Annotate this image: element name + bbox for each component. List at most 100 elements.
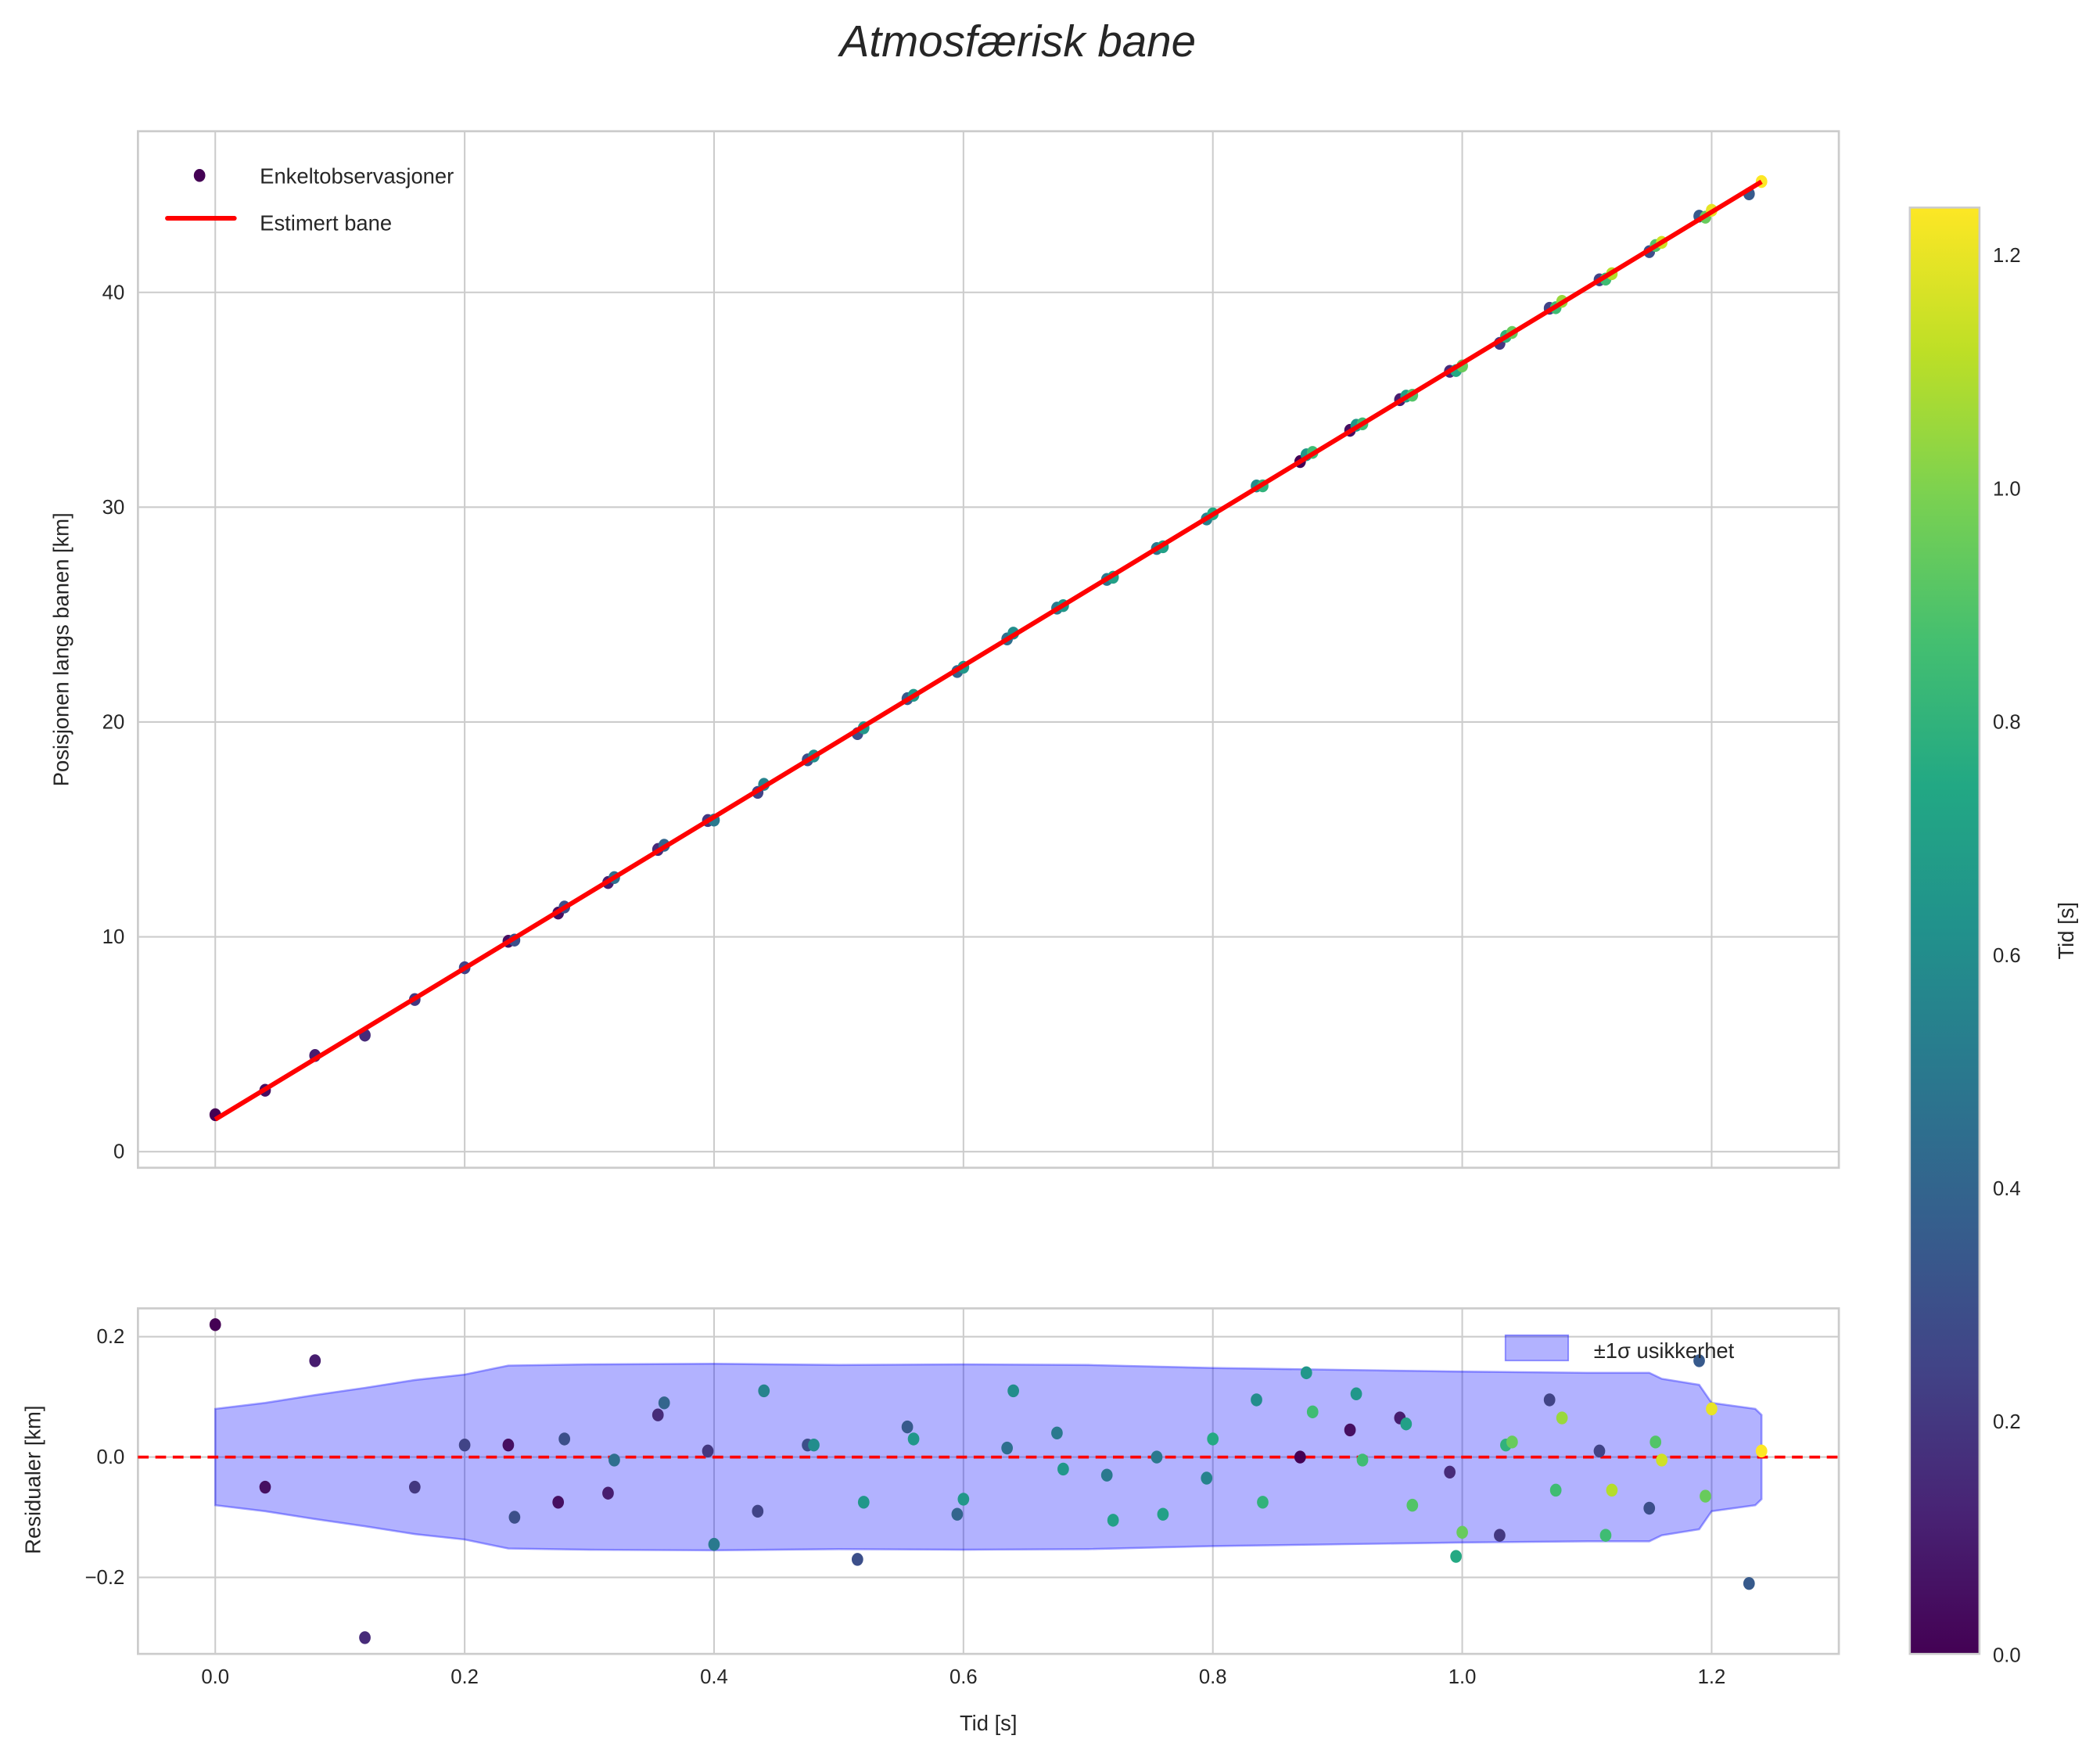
residual-point xyxy=(1649,1435,1662,1449)
residual-point xyxy=(1001,1441,1014,1455)
residual-point xyxy=(1151,1450,1163,1464)
y-tick-label: 20 xyxy=(102,712,125,734)
residual-point xyxy=(708,1537,720,1551)
residual-axes: 0.0 0.2 0.4 0.6 0.8 1.0 1.2 −0.2 0.0 0.2 ±1σ usikk… xyxy=(85,1307,1840,1688)
uncertainty-band xyxy=(214,1363,1763,1552)
colorbar-tick-label: 1.0 xyxy=(1993,478,2021,500)
y-tick-label: 0.0 xyxy=(97,1446,125,1468)
colorbar-tick-label: 0.2 xyxy=(1993,1411,2021,1433)
legend-band-label: ±1σ usikkerhet xyxy=(1594,1338,1735,1363)
residual-point xyxy=(1207,1432,1219,1446)
residual-point xyxy=(702,1444,714,1458)
residual-point xyxy=(558,1432,571,1446)
y-tick-label: 0.2 xyxy=(97,1326,125,1348)
residual-point xyxy=(1543,1393,1556,1407)
y-tick-label: 0 xyxy=(113,1141,124,1163)
residual-point xyxy=(1494,1529,1506,1542)
residual-xlabel: Tid [s] xyxy=(960,1711,1018,1735)
residual-point xyxy=(1556,1411,1568,1425)
axes-frame xyxy=(137,130,1840,1170)
residual-point xyxy=(1693,1354,1705,1367)
residual-point xyxy=(1306,1405,1319,1419)
y-tick-label: 40 xyxy=(102,282,125,304)
residual-point xyxy=(1456,1525,1468,1539)
residual-point xyxy=(1506,1435,1518,1449)
colorbar-tick-label: 0.6 xyxy=(1993,945,2021,967)
residual-point xyxy=(1643,1501,1656,1515)
legend-band-swatch xyxy=(1504,1334,1570,1362)
residual-point xyxy=(608,1453,620,1467)
residual-point xyxy=(1444,1465,1456,1479)
residual-point xyxy=(359,1631,371,1644)
residual-point xyxy=(552,1496,565,1509)
residual-point xyxy=(758,1384,770,1398)
colorbar: 0.0 0.2 0.4 0.6 0.8 1.0 1.2 xyxy=(1908,207,2021,1666)
colorbar-tick-label: 0.0 xyxy=(1993,1644,2021,1666)
residual-ylabel: Residualer [km] xyxy=(20,1406,45,1554)
y-tick-label: 30 xyxy=(102,497,125,519)
axes-frame xyxy=(137,1307,1840,1655)
residual-point xyxy=(1100,1468,1113,1482)
residual-point xyxy=(851,1553,863,1566)
residual-point xyxy=(1755,1444,1768,1458)
residual-point xyxy=(652,1408,664,1421)
colorbar-gradient xyxy=(1908,207,1981,1655)
colorbar-tick-label: 0.8 xyxy=(1993,712,2021,734)
residual-point xyxy=(1656,1453,1668,1467)
colorbar-tick-label: 0.4 xyxy=(1993,1178,2021,1200)
main-axes: 0 10 20 30 40 Enkeltobservasjoner Estimert ban… xyxy=(102,130,1840,1170)
residual-point xyxy=(901,1420,914,1434)
residual-point xyxy=(1007,1384,1019,1398)
legend-line-label: Estimert bane xyxy=(260,210,392,235)
residual-point xyxy=(951,1507,964,1521)
residual-point xyxy=(1700,1489,1711,1503)
residual-point xyxy=(1257,1496,1269,1509)
residual-point xyxy=(1593,1444,1606,1458)
residual-point xyxy=(458,1438,471,1452)
residual-point xyxy=(857,1496,870,1509)
residual-point xyxy=(1300,1366,1312,1380)
residual-point xyxy=(1344,1423,1356,1437)
y-tick-label: 10 xyxy=(102,926,125,948)
residual-point xyxy=(957,1493,970,1506)
residual-point xyxy=(209,1318,221,1331)
residual-point xyxy=(1450,1550,1462,1563)
x-tick-label: 0.4 xyxy=(700,1666,728,1688)
residual-point xyxy=(502,1438,515,1452)
legend-scatter-marker xyxy=(193,169,206,182)
residual-point xyxy=(602,1486,614,1500)
residual-point xyxy=(1051,1426,1063,1440)
residual-point xyxy=(907,1432,920,1446)
fit-line xyxy=(214,179,1763,1122)
residual-point xyxy=(1743,1576,1755,1590)
colorbar-tick-label: 1.2 xyxy=(1993,245,2021,267)
x-tick-label: 0.2 xyxy=(451,1666,479,1688)
residual-point xyxy=(658,1396,670,1410)
main-ylabel: Posisjonen langs banen [km] xyxy=(48,512,73,786)
residual-point xyxy=(408,1480,421,1494)
x-tick-label: 1.0 xyxy=(1448,1666,1477,1688)
residual-point xyxy=(752,1504,764,1518)
residual-point xyxy=(1294,1450,1306,1464)
chart-title: Atmosfærisk bane xyxy=(838,16,1196,66)
residual-point xyxy=(1201,1471,1213,1485)
colorbar-label: Tid [s] xyxy=(2054,902,2078,960)
residual-point xyxy=(1400,1417,1413,1431)
residual-point xyxy=(259,1480,271,1494)
x-tick-label: 1.2 xyxy=(1698,1666,1726,1688)
residual-point xyxy=(1549,1483,1562,1497)
x-tick-label: 0.0 xyxy=(201,1666,229,1688)
residual-point xyxy=(808,1438,820,1452)
residual-point xyxy=(1406,1498,1419,1512)
residual-point xyxy=(1251,1393,1262,1407)
residual-point xyxy=(508,1511,521,1524)
residual-point xyxy=(1599,1529,1612,1542)
residual-point xyxy=(1057,1462,1069,1476)
residual-point xyxy=(1356,1453,1369,1467)
x-tick-label: 0.8 xyxy=(1199,1666,1227,1688)
residual-point xyxy=(1157,1507,1169,1521)
legend-scatter-label: Enkeltobservasjoner xyxy=(260,164,454,189)
residual-point xyxy=(1706,1402,1718,1416)
y-tick-label: −0.2 xyxy=(85,1567,125,1589)
